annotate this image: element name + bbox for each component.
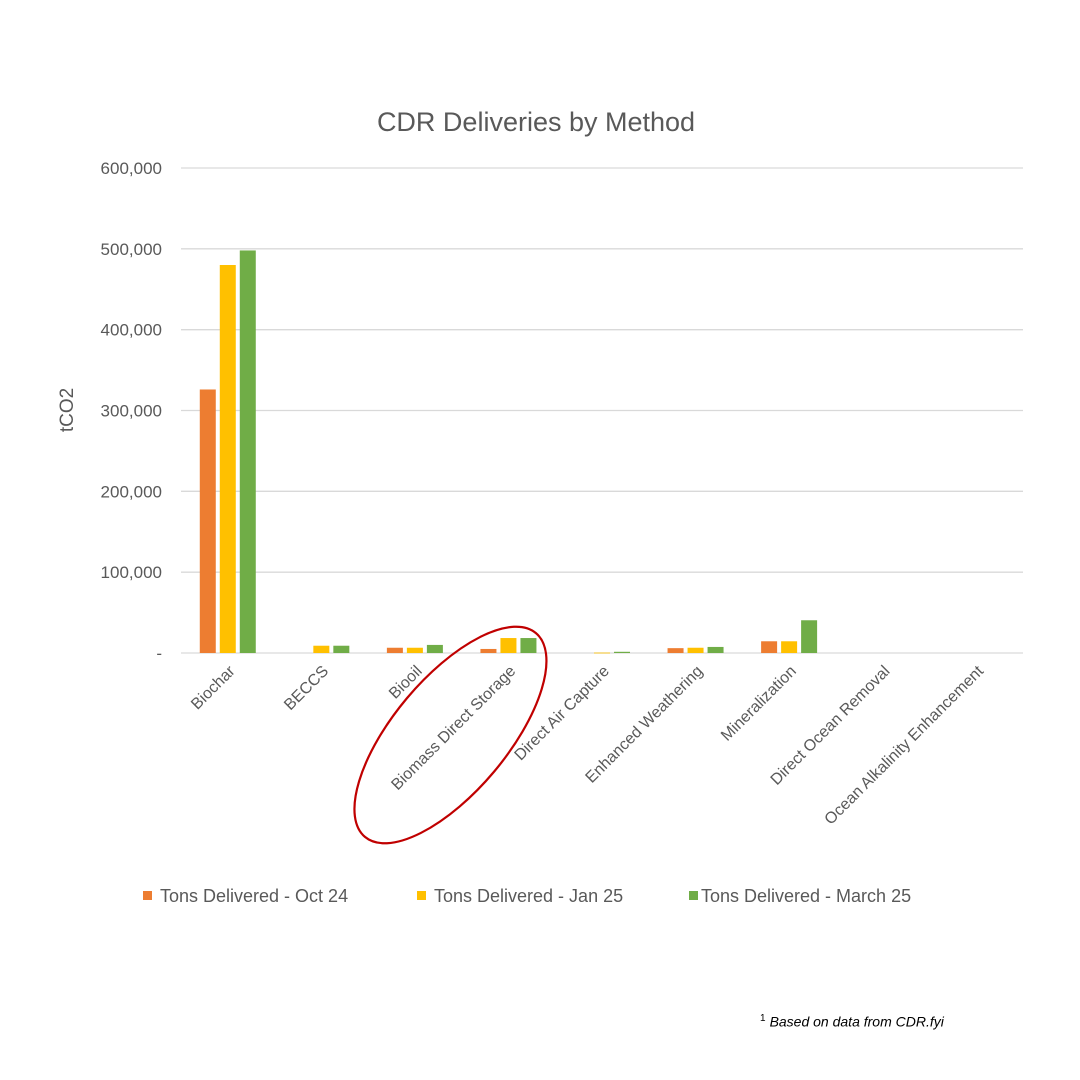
y-tick-label: 400,000 [101,321,162,340]
x-tick-label: Mineralization [718,663,800,745]
bar [801,620,818,653]
bar [687,647,704,653]
legend-label: Tons Delivered - Oct 24 [160,886,348,906]
x-tick-label: Ocean Alkalinity Enhancement [822,662,988,828]
legend-label: Tons Delivered - Jan 25 [434,886,623,906]
bar [500,638,517,653]
highlight-ellipse [353,625,548,845]
bar [614,651,630,653]
bar [406,647,423,653]
bar [219,265,236,653]
legend-swatch [143,891,152,900]
x-tick-label: BECCS [281,663,332,714]
bar [239,250,256,653]
y-tick-label: 100,000 [101,563,162,582]
legend: Tons Delivered - Oct 24 Tons Delivered - … [143,886,911,906]
bar [386,647,403,653]
bar [313,645,330,653]
y-tick-label: 500,000 [101,240,162,259]
chart-title: CDR Deliveries by Method [377,107,695,137]
legend-swatch [689,891,698,900]
bar [781,641,798,653]
bar [520,638,537,653]
bar [199,389,216,653]
y-tick-label: 300,000 [101,402,162,421]
gridlines [181,167,1023,654]
y-axis-label: tCO2 [57,388,78,432]
x-tick-label: Direct Air Capture [512,663,613,764]
y-tick-labels: - 100,000 200,000 300,000 400,000 500,000 600,… [101,159,162,663]
y-tick-label: 600,000 [101,159,162,178]
bar [333,645,350,653]
bar [761,641,778,653]
bar [594,652,610,654]
footnote-text: Based on data from CDR.fyi [769,1013,944,1030]
legend-label: Tons Delivered - March 25 [701,886,911,906]
footnote: 1 Based on data from CDR.fyi [760,1013,944,1030]
y-tick-label: - [156,644,162,663]
bar [426,644,443,653]
legend-swatch [417,891,426,900]
annotations [353,625,548,845]
y-tick-label: 200,000 [101,482,162,501]
bar [707,646,724,653]
bars [199,250,818,654]
x-tick-label: Biochar [188,662,239,713]
footnote-marker: 1 [760,1013,766,1024]
bar [667,648,684,653]
bar [480,648,497,653]
